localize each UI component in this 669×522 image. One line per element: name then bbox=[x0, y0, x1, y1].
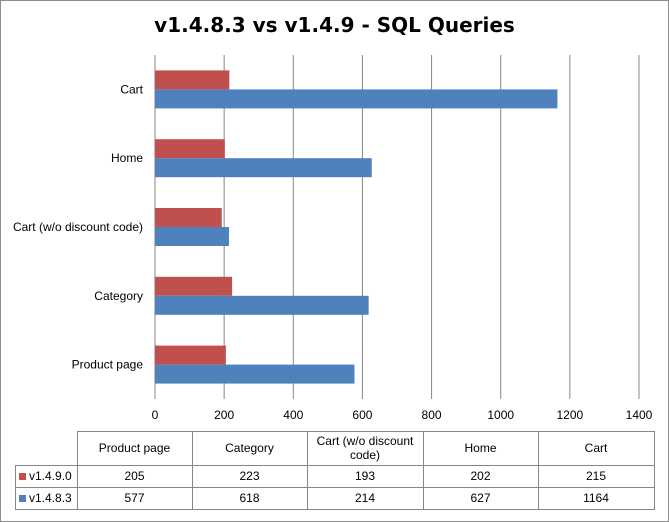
x-tick-label: 200 bbox=[214, 408, 234, 422]
table-header-cell: Product page bbox=[98, 441, 171, 455]
x-tick-label: 800 bbox=[422, 408, 442, 422]
table-rule bbox=[77, 431, 78, 510]
bar-v1-4-9-0 bbox=[155, 208, 222, 227]
table-rule bbox=[77, 431, 654, 432]
table-cell: 214 bbox=[354, 491, 376, 505]
table-rule bbox=[15, 509, 654, 510]
table-rule bbox=[654, 431, 655, 510]
x-tick-label: 600 bbox=[352, 408, 372, 422]
x-tick-label: 1400 bbox=[626, 408, 653, 422]
bar-v1-4-9-0 bbox=[155, 139, 225, 159]
table-cell: 193 bbox=[354, 469, 376, 483]
category-label: Home bbox=[111, 151, 143, 165]
table-header-cell: Home bbox=[464, 441, 497, 455]
table-rule bbox=[307, 431, 308, 510]
table-cell: 618 bbox=[239, 491, 260, 505]
table-row-label: v1.4.9.0 bbox=[29, 469, 72, 483]
chart-title: v1.4.8.3 vs v1.4.9 - SQL Queries bbox=[154, 13, 515, 37]
x-tick-label: 0 bbox=[152, 408, 159, 422]
table-rule bbox=[15, 465, 654, 466]
table-cell: 202 bbox=[470, 469, 491, 483]
table-cell: 215 bbox=[585, 469, 607, 483]
x-tick-label: 400 bbox=[283, 408, 303, 422]
table-cell: 1164 bbox=[583, 491, 609, 505]
bar-v1-4-9-0 bbox=[155, 276, 233, 296]
table-rule bbox=[538, 431, 539, 510]
table-cell: 223 bbox=[239, 469, 260, 483]
legend-key bbox=[19, 473, 26, 480]
table-cell: 577 bbox=[124, 491, 145, 505]
table-rule bbox=[192, 431, 193, 510]
table-header-cell: Category bbox=[225, 441, 274, 455]
category-label: Cart (w/o discount code) bbox=[13, 220, 143, 234]
category-label: Product page bbox=[72, 358, 144, 372]
table-header-cell: Cart bbox=[584, 441, 608, 455]
table-rule bbox=[15, 487, 654, 488]
table-cell: 205 bbox=[124, 469, 145, 483]
table-header-cell: Cart (w/o discount code) bbox=[316, 434, 414, 462]
x-tick-label: 1200 bbox=[557, 408, 584, 422]
table-cell: 627 bbox=[470, 491, 491, 505]
bar-v1-4-9-0 bbox=[155, 70, 230, 90]
table-row-label: v1.4.8.3 bbox=[29, 491, 72, 505]
bar-v1-4-8-3 bbox=[155, 158, 372, 178]
bar-v1-4-8-3 bbox=[155, 364, 355, 384]
bar-v1-4-8-3 bbox=[155, 227, 229, 246]
bar-v1-4-9-0 bbox=[155, 345, 226, 365]
category-label: Cart bbox=[120, 82, 143, 96]
table-rule bbox=[423, 431, 424, 510]
bar-v1-4-8-3 bbox=[155, 295, 369, 315]
table-rule bbox=[15, 465, 16, 510]
x-tick-label: 1000 bbox=[487, 408, 514, 422]
category-label: Category bbox=[94, 289, 143, 303]
legend-key bbox=[19, 495, 26, 502]
bar-v1-4-8-3 bbox=[155, 89, 558, 109]
